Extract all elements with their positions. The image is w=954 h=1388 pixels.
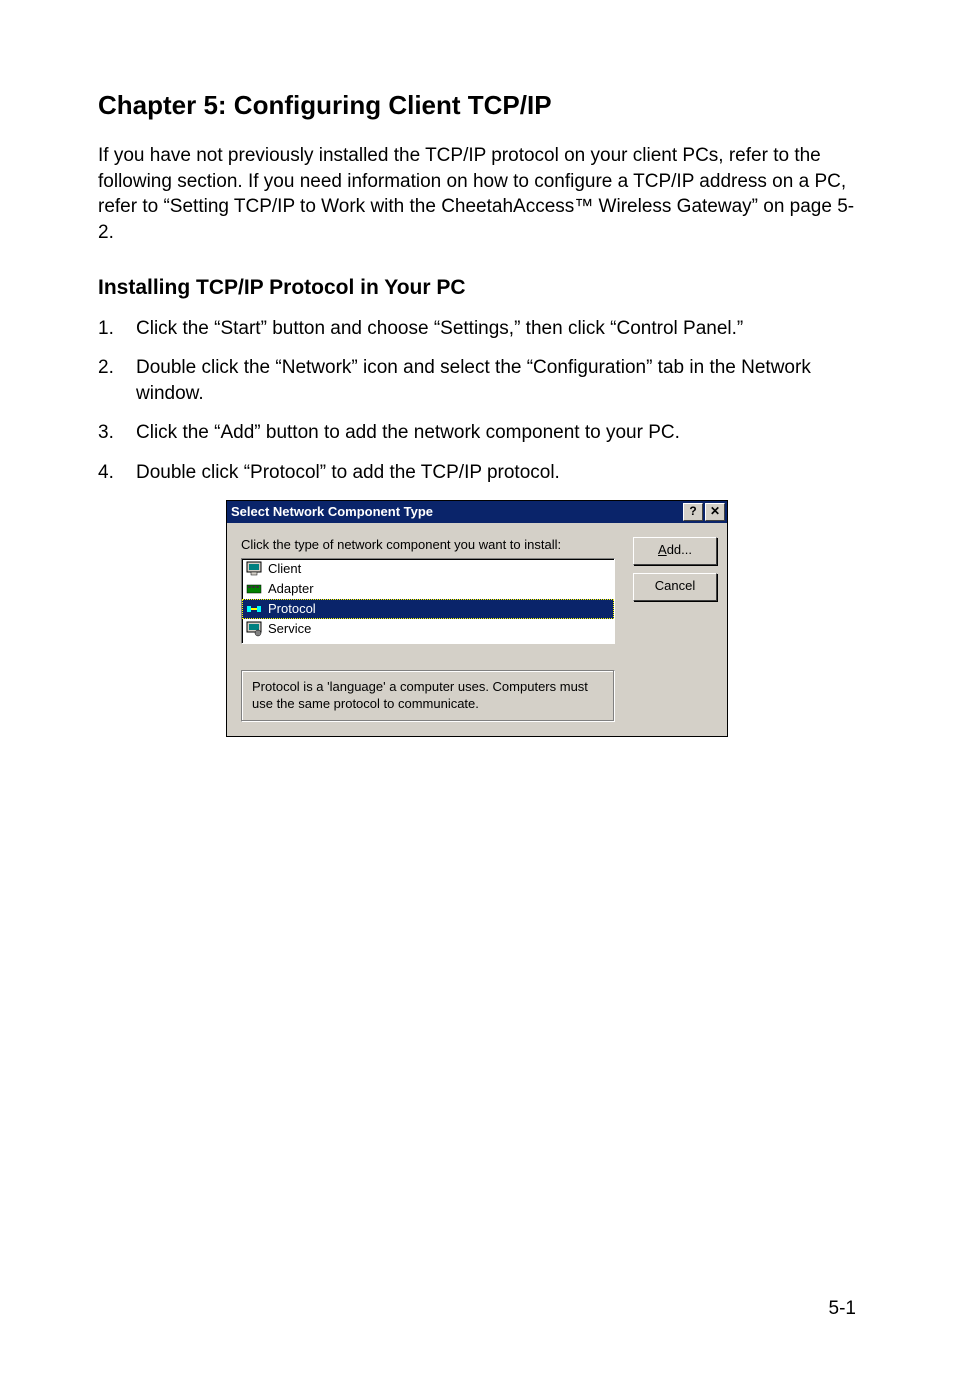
list-item-label: Client [268, 561, 301, 576]
component-type-listbox[interactable]: Client Adapter Protocol [241, 558, 615, 644]
section-title: Installing TCP/IP Protocol in Your PC [98, 276, 856, 300]
close-button[interactable]: ✕ [705, 503, 725, 521]
dialog-prompt: Click the type of network component you … [241, 537, 615, 552]
cancel-button[interactable]: Cancel [633, 573, 717, 601]
list-item-protocol[interactable]: Protocol [242, 599, 614, 619]
step-item: 1. Click the “Start” button and choose “… [98, 316, 856, 342]
step-item: 4. Double click “Protocol” to add the TC… [98, 460, 856, 486]
list-item-label: Protocol [268, 601, 316, 616]
step-item: 2. Double click the “Network” icon and s… [98, 355, 856, 406]
service-icon [246, 621, 264, 637]
page-number: 5-1 [829, 1298, 856, 1320]
step-text: Double click “Protocol” to add the TCP/I… [136, 460, 856, 486]
step-number: 2. [98, 355, 136, 406]
list-item-client[interactable]: Client [242, 559, 614, 579]
dialog-title: Select Network Component Type [231, 504, 681, 519]
step-text: Double click the “Network” icon and sele… [136, 355, 856, 406]
chapter-title: Chapter 5: Configuring Client TCP/IP [98, 90, 856, 121]
client-icon [246, 561, 264, 577]
steps-list: 1. Click the “Start” button and choose “… [98, 316, 856, 486]
select-network-component-dialog: Select Network Component Type ? ✕ Click … [226, 500, 728, 737]
step-number: 1. [98, 316, 136, 342]
list-item-label: Service [268, 621, 311, 636]
description-box: Protocol is a 'language' a computer uses… [241, 670, 615, 722]
dialog-titlebar[interactable]: Select Network Component Type ? ✕ [227, 501, 727, 523]
list-item-service[interactable]: Service [242, 619, 614, 639]
intro-paragraph: If you have not previously installed the… [98, 143, 856, 246]
help-button[interactable]: ? [683, 503, 703, 521]
step-number: 3. [98, 420, 136, 446]
adapter-icon [246, 581, 264, 597]
step-text: Click the “Add” button to add the networ… [136, 420, 856, 446]
step-item: 3. Click the “Add” button to add the net… [98, 420, 856, 446]
step-text: Click the “Start” button and choose “Set… [136, 316, 856, 342]
add-button[interactable]: Add... [633, 537, 717, 565]
protocol-icon [246, 601, 264, 617]
step-number: 4. [98, 460, 136, 486]
list-item-adapter[interactable]: Adapter [242, 579, 614, 599]
list-item-label: Adapter [268, 581, 314, 596]
